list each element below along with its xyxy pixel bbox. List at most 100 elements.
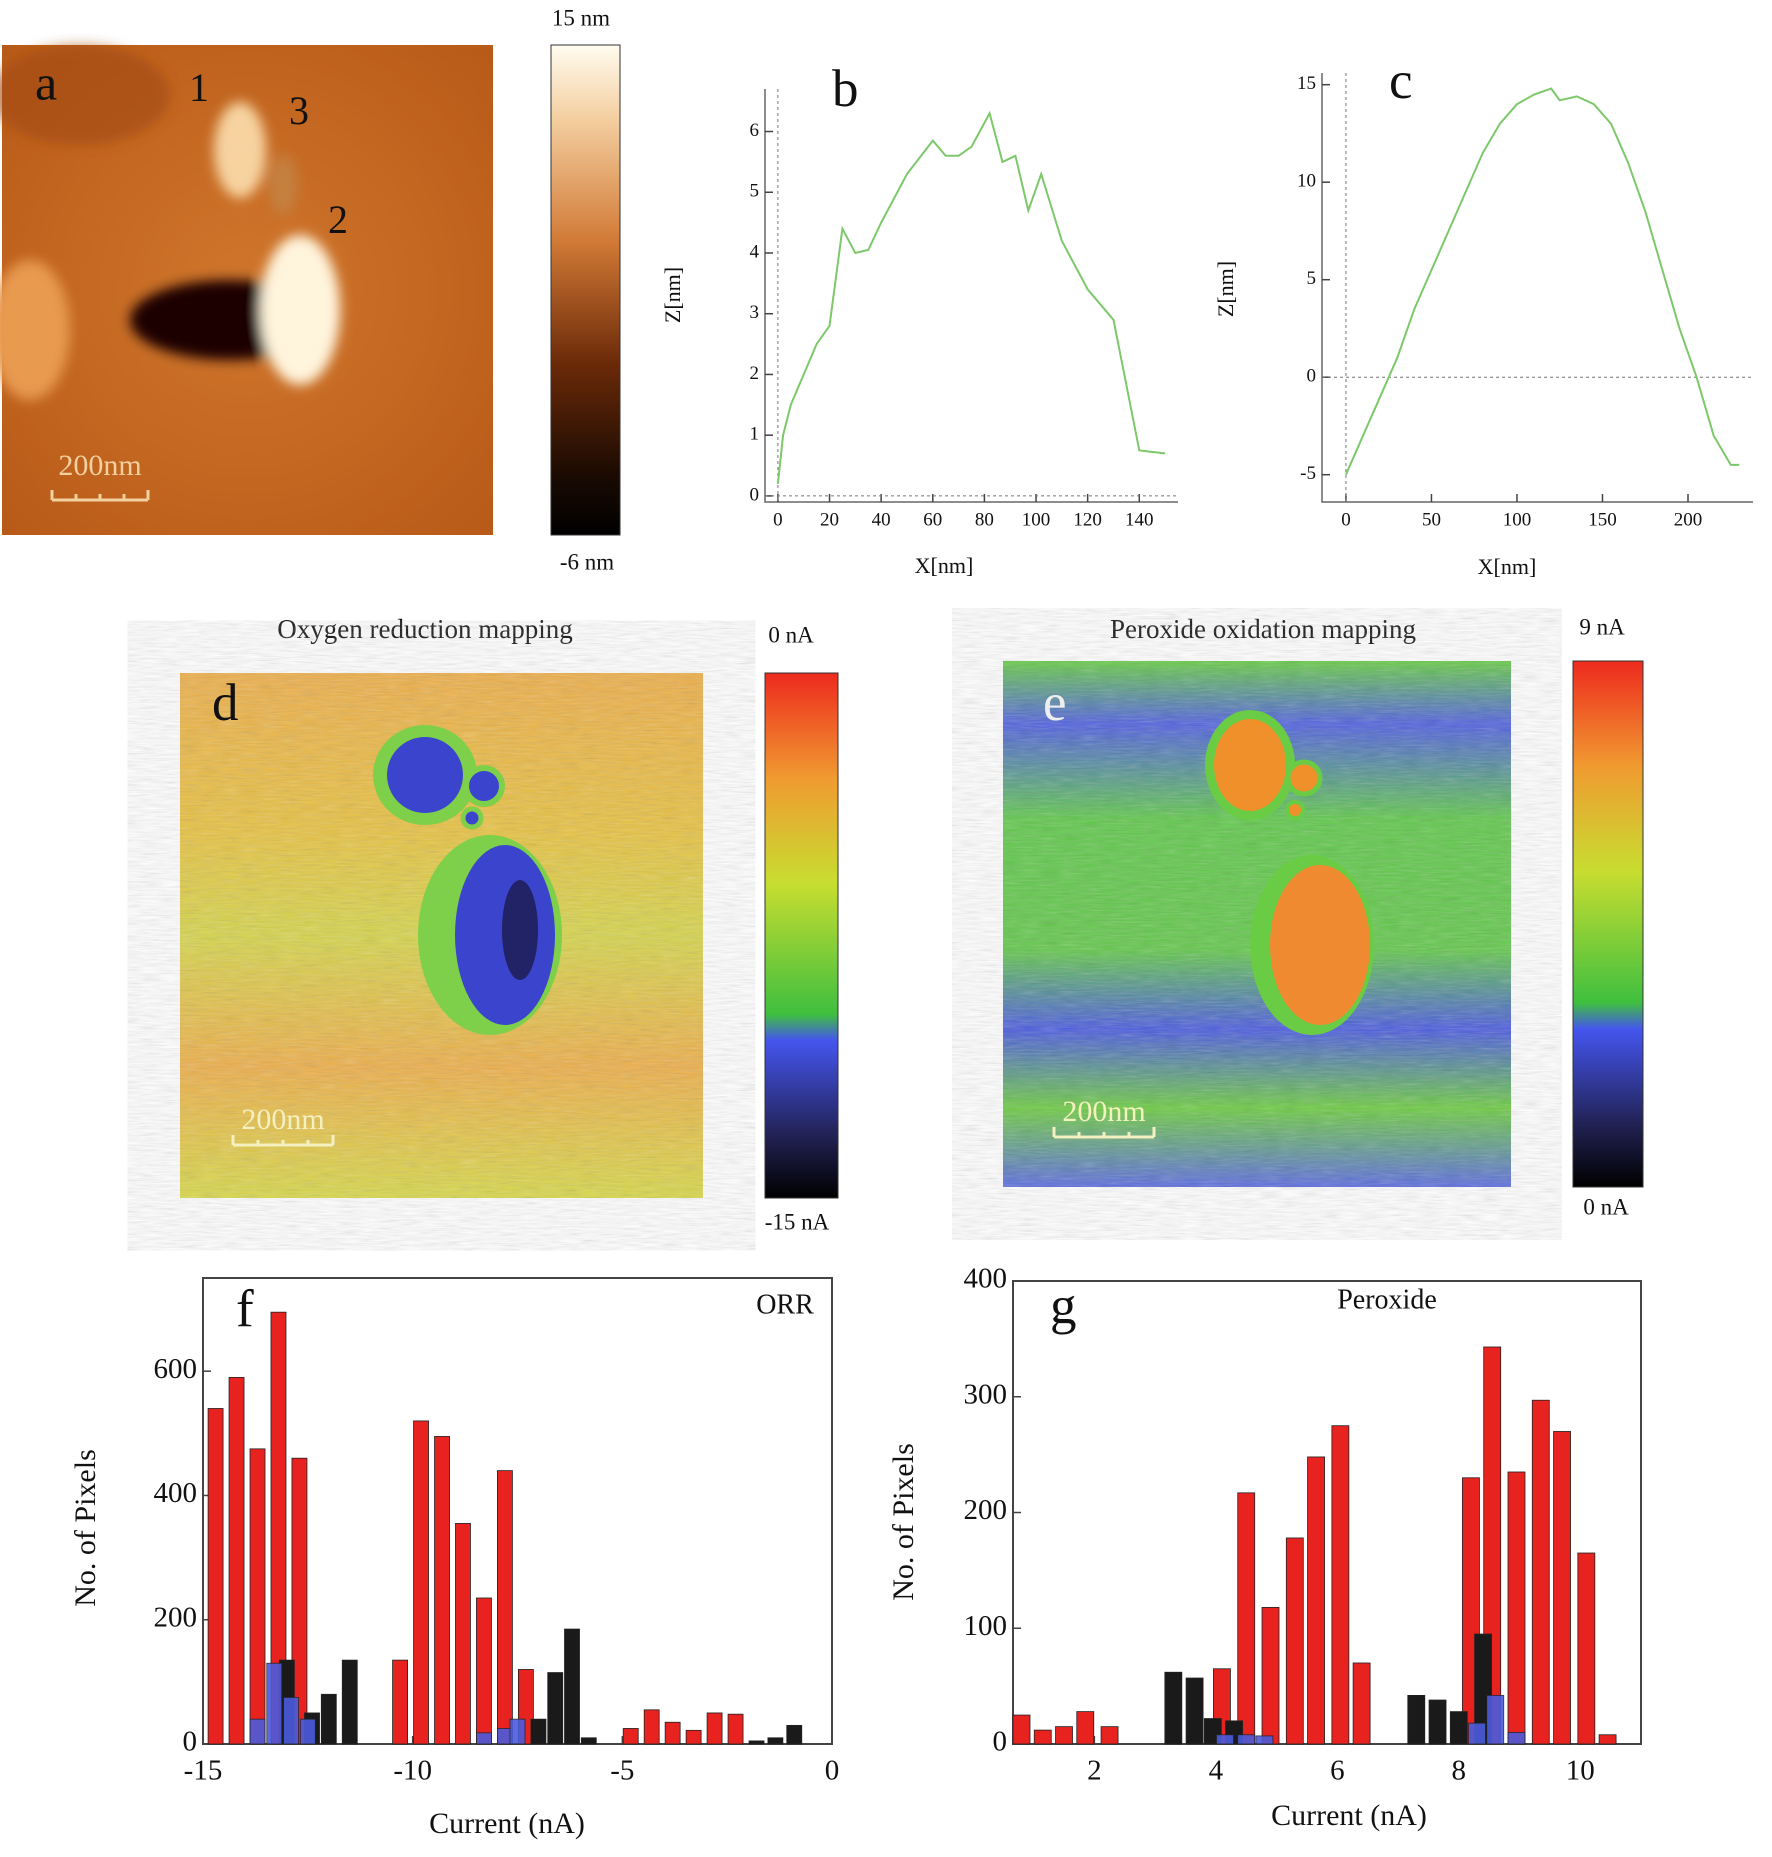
x-tick-label: 20: [820, 509, 839, 530]
bar: [455, 1523, 471, 1745]
x-tick-label: 40: [872, 509, 891, 530]
bar: [320, 1693, 337, 1745]
x-tick-label: 0: [825, 1755, 840, 1787]
y-tick-label: 300: [964, 1378, 1008, 1410]
bar: [1255, 1735, 1274, 1745]
x-tick-label: 100: [1503, 509, 1532, 530]
colorbar: [1572, 660, 1644, 1188]
x-tick-label: 8: [1452, 1755, 1467, 1787]
annotation: 1: [189, 65, 209, 110]
bar: [266, 1662, 283, 1745]
x-tick-label: 80: [975, 509, 994, 530]
y-tick-label: 0: [750, 484, 760, 505]
y-axis-label: Z[nm]: [660, 267, 685, 323]
panel-letter: c: [1389, 52, 1413, 110]
y-tick-label: 0: [993, 1726, 1008, 1758]
y-tick-label: 200: [154, 1601, 198, 1633]
map-title: Peroxide oxidation mapping: [1110, 614, 1416, 644]
y-tick-label: 100: [964, 1610, 1008, 1642]
orr-map: Oxygen reduction mapping d 200nm 0 nA -1…: [180, 614, 839, 1234]
x-tick-label: 50: [1422, 509, 1441, 530]
panel-letter: g: [1050, 1277, 1077, 1335]
x-tick-label: 60: [923, 509, 942, 530]
panel-letter: f: [236, 1280, 254, 1338]
bar: [476, 1732, 492, 1745]
scale-bar: [231, 1135, 335, 1147]
bar: [1055, 1726, 1073, 1745]
y-tick-label: 0: [183, 1726, 198, 1758]
x-tick-label: -10: [393, 1755, 432, 1787]
bar: [1261, 1607, 1280, 1745]
bar: [547, 1672, 564, 1745]
peroxide-map: Peroxide oxidation mapping e 200nm 9 nA …: [1003, 614, 1644, 1219]
x-tick-label: 10: [1566, 1755, 1595, 1787]
y-tick-label: 1: [750, 424, 760, 445]
colorbar-min: -15 nA: [765, 1209, 830, 1234]
bar: [291, 1457, 308, 1745]
bar: [341, 1659, 358, 1745]
bar: [643, 1709, 660, 1745]
bar: [727, 1713, 744, 1745]
y-tick-label: 6: [750, 120, 760, 141]
colorbar-max: 9 nA: [1579, 614, 1625, 639]
x-tick-label: 150: [1588, 509, 1617, 530]
x-tick-label: 0: [773, 509, 783, 530]
y-tick-label: 200: [964, 1494, 1008, 1526]
y-tick-label: 600: [154, 1353, 198, 1385]
y-tick-label: -5: [1300, 463, 1316, 484]
colorbar-max: 15 nm: [552, 5, 610, 30]
colorbar-min: -6 nm: [560, 549, 614, 574]
profile-line: [776, 110, 1166, 484]
bar: [434, 1436, 450, 1745]
x-axis-label: X[nm]: [1478, 554, 1537, 579]
panel-letter: e: [1043, 674, 1067, 732]
bar: [530, 1718, 547, 1745]
scale-bar: [50, 490, 150, 502]
scale-bar: [1052, 1127, 1156, 1139]
scale-bar-label: 200nm: [1062, 1095, 1145, 1128]
bar: [685, 1729, 702, 1745]
colorbar-min: 0 nA: [1583, 1194, 1629, 1219]
bar: [1352, 1662, 1371, 1745]
annotation: 3: [289, 88, 309, 133]
bar: [207, 1408, 224, 1745]
bar: [1033, 1729, 1052, 1745]
bar: [249, 1718, 266, 1745]
bar: [1553, 1431, 1571, 1745]
bar: [1216, 1734, 1234, 1745]
y-tick-label: 3: [750, 302, 760, 323]
bar: [1577, 1552, 1596, 1745]
scale-bar-label: 200nm: [58, 449, 141, 482]
panel-letter: d: [212, 674, 239, 732]
colorbar: [550, 44, 621, 536]
x-tick-label: 0: [1341, 509, 1351, 530]
bar: [1237, 1492, 1256, 1745]
x-tick-label: -5: [610, 1755, 634, 1787]
scale-bar-label: 200nm: [241, 1103, 324, 1136]
profile-line: [1344, 87, 1740, 476]
zero-line: [1322, 73, 1753, 502]
bar: [786, 1724, 803, 1745]
bar: [1507, 1471, 1526, 1745]
bar: [1486, 1694, 1505, 1745]
bar: [748, 1740, 765, 1745]
x-tick-label: 140: [1125, 509, 1154, 530]
y-tick-label: 5: [1307, 268, 1317, 289]
y-axis-label: No. of Pixels: [69, 1449, 102, 1607]
y-tick-label: 15: [1297, 73, 1316, 94]
x-tick-label: 200: [1674, 509, 1703, 530]
y-tick-label: 4: [750, 241, 760, 262]
x-tick-label: 120: [1073, 509, 1102, 530]
bar: [1531, 1399, 1550, 1745]
x-tick-label: 6: [1330, 1755, 1345, 1787]
bar: [476, 1597, 492, 1745]
y-tick-label: 400: [964, 1263, 1008, 1295]
map-title: Oxygen reduction mapping: [277, 614, 572, 644]
colorbar-max: 0 nA: [768, 622, 814, 647]
bar: [767, 1737, 784, 1745]
bar: [249, 1448, 266, 1745]
bar: [1468, 1722, 1486, 1745]
bar: [1307, 1456, 1325, 1745]
bar: [1076, 1711, 1095, 1745]
